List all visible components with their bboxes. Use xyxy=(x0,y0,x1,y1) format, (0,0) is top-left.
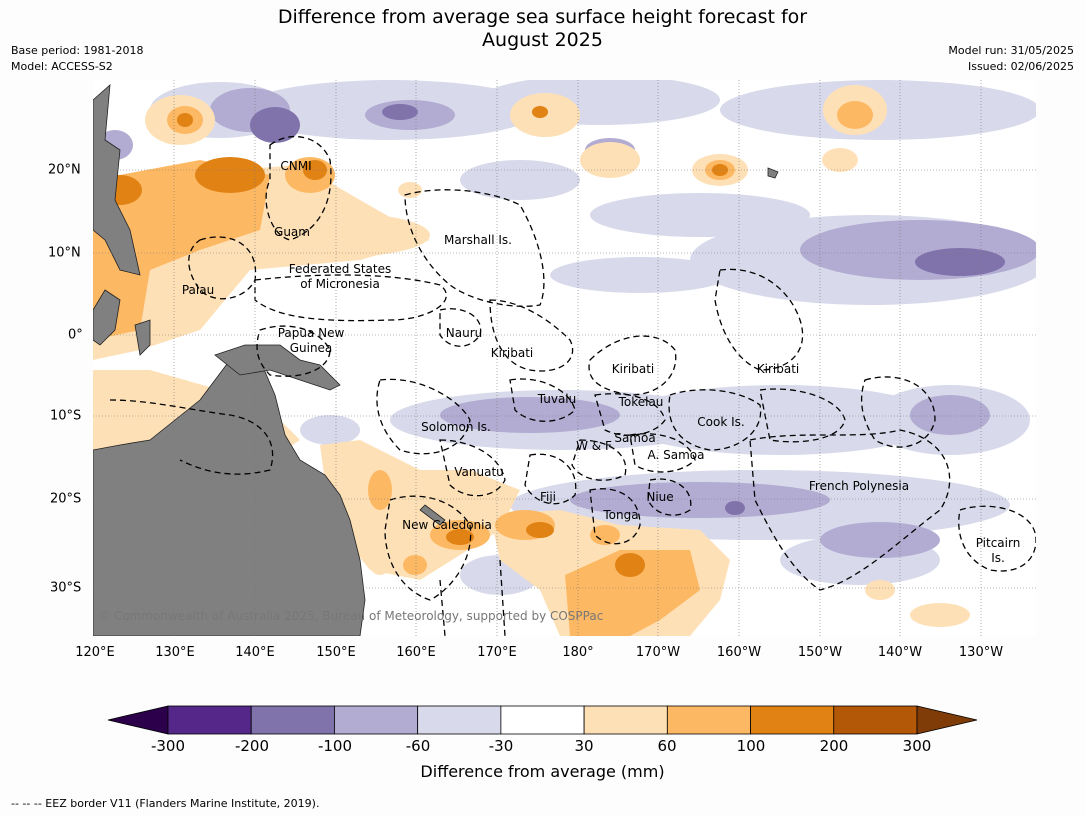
model-name: Model: ACCESS-S2 xyxy=(11,60,113,73)
base-period: Base period: 1981-2018 xyxy=(11,44,144,57)
place-label-solomon-islands: Solomon Is. xyxy=(421,420,491,434)
colorbar-segment xyxy=(750,705,835,735)
borneo-landmass xyxy=(93,289,121,346)
colorbar-segment xyxy=(833,705,918,735)
lon-label: 130°E xyxy=(155,645,195,660)
place-label-cook-islands: Cook Is. xyxy=(697,415,745,429)
new-caledonia-landmass xyxy=(419,504,446,526)
lon-label: 150°W xyxy=(797,645,843,660)
australia-landmass xyxy=(93,359,366,636)
lon-label: 170°W xyxy=(635,645,681,660)
place-label-niue: Niue xyxy=(646,490,674,504)
place-label-fiji: Fiji xyxy=(539,490,557,504)
place-label-nauru: Nauru xyxy=(445,326,483,340)
land-masses xyxy=(93,84,779,636)
colorbar-tick: 60 xyxy=(657,737,677,755)
anomaly-band-mid-orange xyxy=(93,101,873,636)
colorbar-tick: -60 xyxy=(405,737,431,755)
philippines-landmass xyxy=(93,84,141,276)
colorbar-segment xyxy=(417,705,502,735)
colorbar-tick: 100 xyxy=(736,737,766,755)
colorbar-segment xyxy=(250,705,335,735)
place-label-french-polynesia: French Polynesia xyxy=(808,479,910,493)
lon-label: 160°E xyxy=(396,645,436,660)
title-line-1: Difference from average sea surface heig… xyxy=(277,6,808,28)
colorbar-segment xyxy=(666,705,751,735)
lon-label: 140°W xyxy=(877,645,923,660)
eez-borders xyxy=(109,135,1036,636)
lat-label: 10°N xyxy=(48,245,81,261)
place-label-png-line2: Guinea xyxy=(289,341,333,355)
place-label-tokelau: Tokelau xyxy=(618,395,664,409)
graticule xyxy=(93,80,1036,636)
place-label-kiribati-central: Kiribati xyxy=(611,362,655,376)
place-label-wallis-futuna: W & F xyxy=(576,439,612,453)
place-label-kiribati-east: Kiribati xyxy=(756,362,800,376)
new-guinea-landmass xyxy=(214,344,341,391)
place-label-kiribati-west: Kiribati xyxy=(490,346,534,360)
place-label-samoa: Samoa xyxy=(614,431,656,445)
meta-right: Model run: 31/05/2025 Issued: 02/06/2025 xyxy=(948,43,1074,75)
colorbar-tick: 200 xyxy=(819,737,849,755)
colorbar-tick: 300 xyxy=(902,737,932,755)
lon-label: 150°E xyxy=(316,645,356,660)
place-label-tuvalu: Tuvalu xyxy=(537,392,577,406)
place-label-tonga: Tonga xyxy=(603,508,639,522)
colorbar-tick: -300 xyxy=(150,737,186,755)
colorbar-label: Difference from average (mm) xyxy=(420,762,665,781)
place-label-pitcairn-line1: Pitcairn xyxy=(975,536,1021,550)
place-label-vanuatu: Vanuatu xyxy=(454,465,504,479)
lat-label: 30°S xyxy=(50,580,82,596)
title-line-2: August 2025 xyxy=(482,29,603,51)
sulawesi-landmass xyxy=(134,319,151,356)
lon-label: 140°E xyxy=(235,645,275,660)
place-label-fsm-line2: of Micronesia xyxy=(300,277,380,291)
colorbar-tick: -100 xyxy=(317,737,353,755)
lat-label: 10°S xyxy=(50,408,82,424)
lon-label: 160°W xyxy=(716,645,762,660)
lon-label: 130°W xyxy=(958,645,1004,660)
colorbar-extend-low xyxy=(107,705,169,735)
lat-label: 20°N xyxy=(48,162,81,178)
colorbar-segment xyxy=(500,705,585,735)
place-label-palau: Palau xyxy=(181,283,215,297)
issued-date: Issued: 02/06/2025 xyxy=(967,60,1074,73)
copyright-notice: © Commonwealth of Australia 2025, Bureau… xyxy=(98,609,604,623)
eez-footnote: -- -- -- EEZ border V11 (Flanders Marine… xyxy=(11,797,320,810)
hawaii-landmass xyxy=(767,167,779,179)
place-label-american-samoa: A. Samoa xyxy=(647,448,705,462)
place-label-pitcairn-line2: Is. xyxy=(991,551,1005,565)
colorbar-tick: 30 xyxy=(574,737,594,755)
colorbar-segment xyxy=(167,705,252,735)
colorbar-extend-high xyxy=(916,705,978,735)
map-title: Difference from average sea surface heig… xyxy=(0,6,1085,52)
place-label-cnmi: CNMI xyxy=(280,159,312,173)
colorbar-tick: -30 xyxy=(488,737,514,755)
lat-label: 0° xyxy=(68,327,83,343)
place-label-guam: Guam xyxy=(274,225,310,239)
place-label-marshall-islands: Marshall Is. xyxy=(444,233,512,247)
anomaly-band-dark-purple xyxy=(250,104,1005,515)
lon-label: 180° xyxy=(562,645,594,660)
model-run: Model run: 31/05/2025 xyxy=(948,44,1074,57)
lat-label: 20°S xyxy=(50,491,82,507)
colorbar-tick: -200 xyxy=(234,737,270,755)
place-label-fsm-line1: Federated States xyxy=(288,262,392,276)
lon-label: 120°E xyxy=(75,645,115,660)
meta-left: Base period: 1981-2018 Model: ACCESS-S2 xyxy=(11,43,143,75)
place-label-png-line1: Papua New xyxy=(277,326,345,340)
colorbar-segment xyxy=(334,705,419,735)
colorbar-segment xyxy=(583,705,668,735)
lon-label: 170°E xyxy=(477,645,517,660)
place-label-new-caledonia: New Caledonia xyxy=(402,518,492,532)
